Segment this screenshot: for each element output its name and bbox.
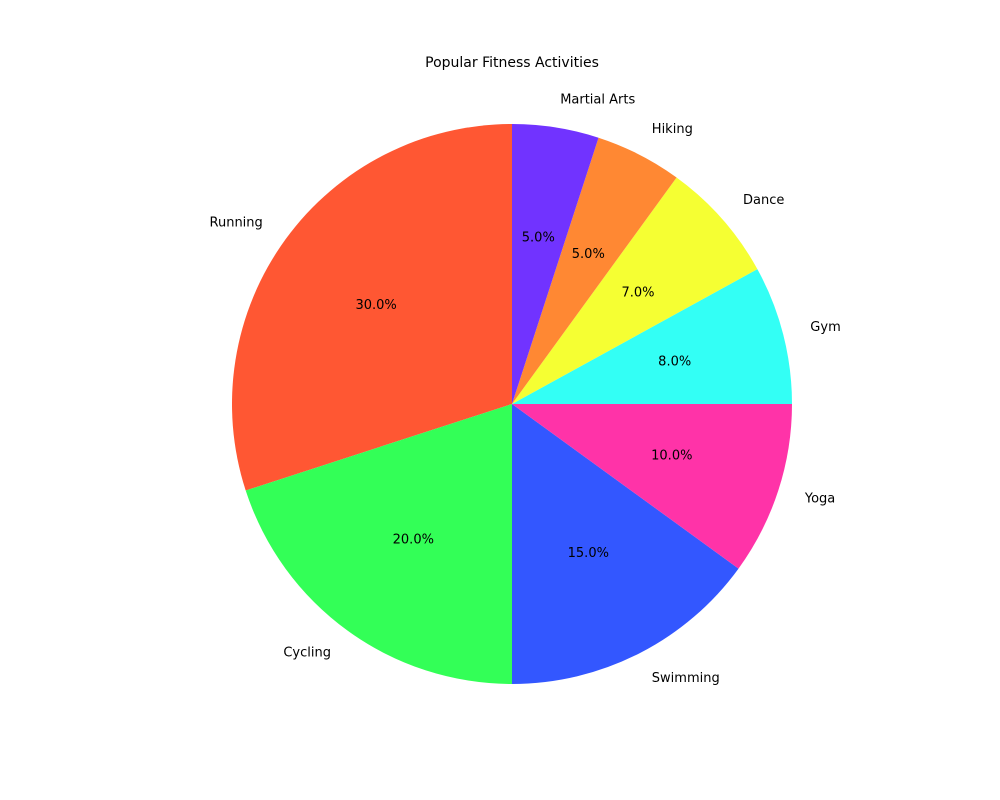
slice-dance	[512, 177, 758, 404]
slice-cycling	[245, 404, 512, 684]
slice-swimming	[512, 404, 739, 684]
slice-pct-running: 30.0%	[355, 298, 396, 313]
slice-label-martial-arts: Martial Arts	[560, 92, 635, 107]
slice-label-dance: Dance	[743, 193, 784, 208]
slice-label-gym: Gym	[810, 320, 840, 335]
slice-pct-yoga: 10.0%	[651, 448, 692, 463]
chart-title: Popular Fitness Activities	[425, 55, 599, 71]
slice-pct-dance: 7.0%	[621, 285, 654, 300]
slice-running	[231, 124, 512, 491]
slice-hiking	[512, 137, 677, 404]
labels-layer: Running 30.0% Cycling 20.0% Swimming 15.0% Yog…	[210, 92, 841, 686]
slice-label-swimming: Swimming	[652, 671, 720, 686]
slice-pct-swimming: 15.0%	[568, 546, 609, 561]
slice-pct-martial-arts: 5.0%	[522, 231, 555, 246]
slice-yoga	[512, 404, 792, 569]
slice-pct-cycling: 20.0%	[393, 532, 434, 547]
slices-layer	[231, 124, 792, 684]
slice-gym	[512, 269, 792, 404]
slice-label-running: Running	[210, 216, 263, 231]
slice-pct-gym: 8.0%	[658, 355, 691, 370]
slice-label-cycling: Cycling	[283, 646, 331, 661]
slice-label-yoga: Yoga	[804, 492, 835, 507]
slice-martial-arts	[512, 124, 599, 404]
slice-label-hiking: Hiking	[652, 122, 693, 137]
slice-pct-hiking: 5.0%	[572, 247, 605, 262]
